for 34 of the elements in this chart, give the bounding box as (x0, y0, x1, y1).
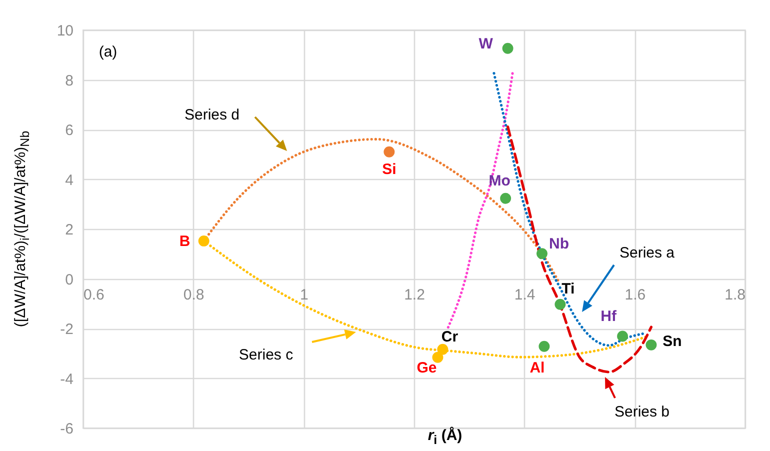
x-tick-label: 0.8 (183, 286, 204, 304)
line-series (446, 70, 514, 329)
data-label: Ti (562, 280, 575, 298)
data-label: Ge (416, 359, 437, 376)
x-tick-label: 1.8 (724, 286, 746, 304)
x-tick-label: 1.4 (514, 286, 536, 304)
annotation: (a) (98, 44, 118, 60)
annotation: Series a (619, 244, 675, 262)
y-tick-label: -6 (60, 420, 74, 438)
data-label: Mo (488, 172, 510, 190)
y-tick-label: 4 (65, 172, 74, 189)
y-tick-label: 2 (65, 222, 74, 238)
data-label: Si (382, 160, 396, 178)
annotation: Series b (614, 404, 670, 420)
data-label: Nb (548, 236, 569, 253)
data-label: B (179, 232, 190, 250)
y-tick-label: 8 (65, 72, 74, 90)
y-tick-label: 10 (56, 22, 74, 40)
y-tick-label: 6 (65, 122, 74, 139)
x-tick-label: 1 (300, 286, 308, 304)
annotation: Series c (238, 346, 294, 364)
x-tick-label: 1.6 (624, 286, 646, 304)
x-axis-title: r$_{i}$ (Å) (428, 427, 462, 447)
data-label: Al (530, 359, 545, 376)
x-tick-label: 0.6 (84, 286, 104, 304)
data-label: Hf (600, 308, 618, 326)
y-tick-label: -4 (60, 370, 74, 388)
data-label: Cr (441, 328, 458, 346)
x-tick-label: 1.2 (404, 286, 425, 304)
y-tick-label: 0 (65, 271, 74, 288)
data-label: W (478, 35, 494, 52)
data-label: Sn (662, 332, 682, 350)
annotation: Series d (184, 106, 240, 124)
y-tick-label: -2 (60, 321, 74, 338)
